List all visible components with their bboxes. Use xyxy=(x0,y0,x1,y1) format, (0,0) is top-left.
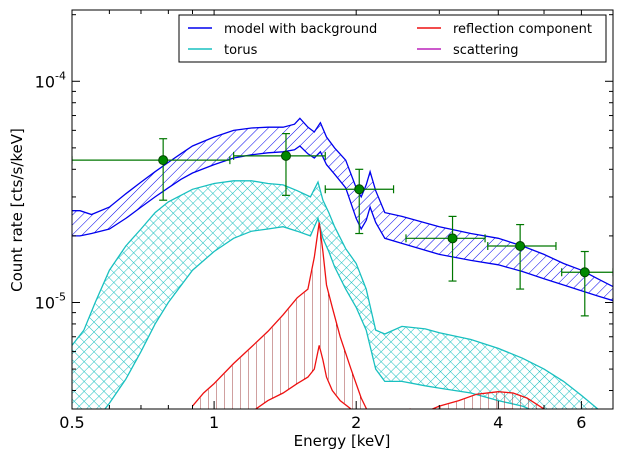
series-reflection-component-band xyxy=(192,222,544,409)
data-point-marker xyxy=(515,241,526,252)
x-tick-label: 0.5 xyxy=(59,413,84,432)
x-tick-label: 6 xyxy=(576,413,586,432)
plot-frame xyxy=(71,9,614,410)
series-model-with-background-band xyxy=(72,118,613,301)
legend: model with background reflection componen… xyxy=(178,14,607,63)
data-point-marker xyxy=(354,184,365,195)
data-point-3 xyxy=(324,168,395,235)
data-point-2 xyxy=(233,133,326,196)
data-points-layer xyxy=(72,133,613,317)
data-point-marker xyxy=(280,150,291,161)
x-tick-label: 1 xyxy=(209,413,219,432)
data-point-marker xyxy=(579,267,590,278)
data-point-5 xyxy=(487,223,557,290)
band-layer xyxy=(72,117,613,409)
y-tick-label: 10-5 xyxy=(35,290,66,312)
series-reflection-component-upper xyxy=(192,222,545,409)
legend-label: scattering xyxy=(453,43,519,58)
data-point-marker xyxy=(447,233,458,244)
legend-label: model with background xyxy=(224,22,377,37)
series-model-with-background-lower xyxy=(72,145,613,302)
series-torus-upper xyxy=(72,180,600,409)
data-point-6 xyxy=(561,250,613,317)
axes-layer: 0.5 1 2 4 6 10-5 10-4 xyxy=(35,10,614,432)
series-torus-band xyxy=(72,180,598,409)
data-point-1 xyxy=(72,138,231,201)
x-tick-label: 4 xyxy=(493,413,503,432)
data-point-marker xyxy=(158,155,169,166)
x-tick-label: 2 xyxy=(351,413,361,432)
legend-label: reflection component xyxy=(453,22,592,37)
y-axis-label: Count rate [cts/s/keV] xyxy=(8,128,26,292)
series-reflection-component-lower xyxy=(254,345,515,409)
legend-label: torus xyxy=(224,43,258,58)
legend-box xyxy=(178,14,607,63)
series-model-with-background-upper xyxy=(72,117,613,288)
data-point-4 xyxy=(405,215,486,282)
y-tick-label: 10-4 xyxy=(35,69,66,91)
x-axis-label: Energy [keV] xyxy=(294,432,391,450)
